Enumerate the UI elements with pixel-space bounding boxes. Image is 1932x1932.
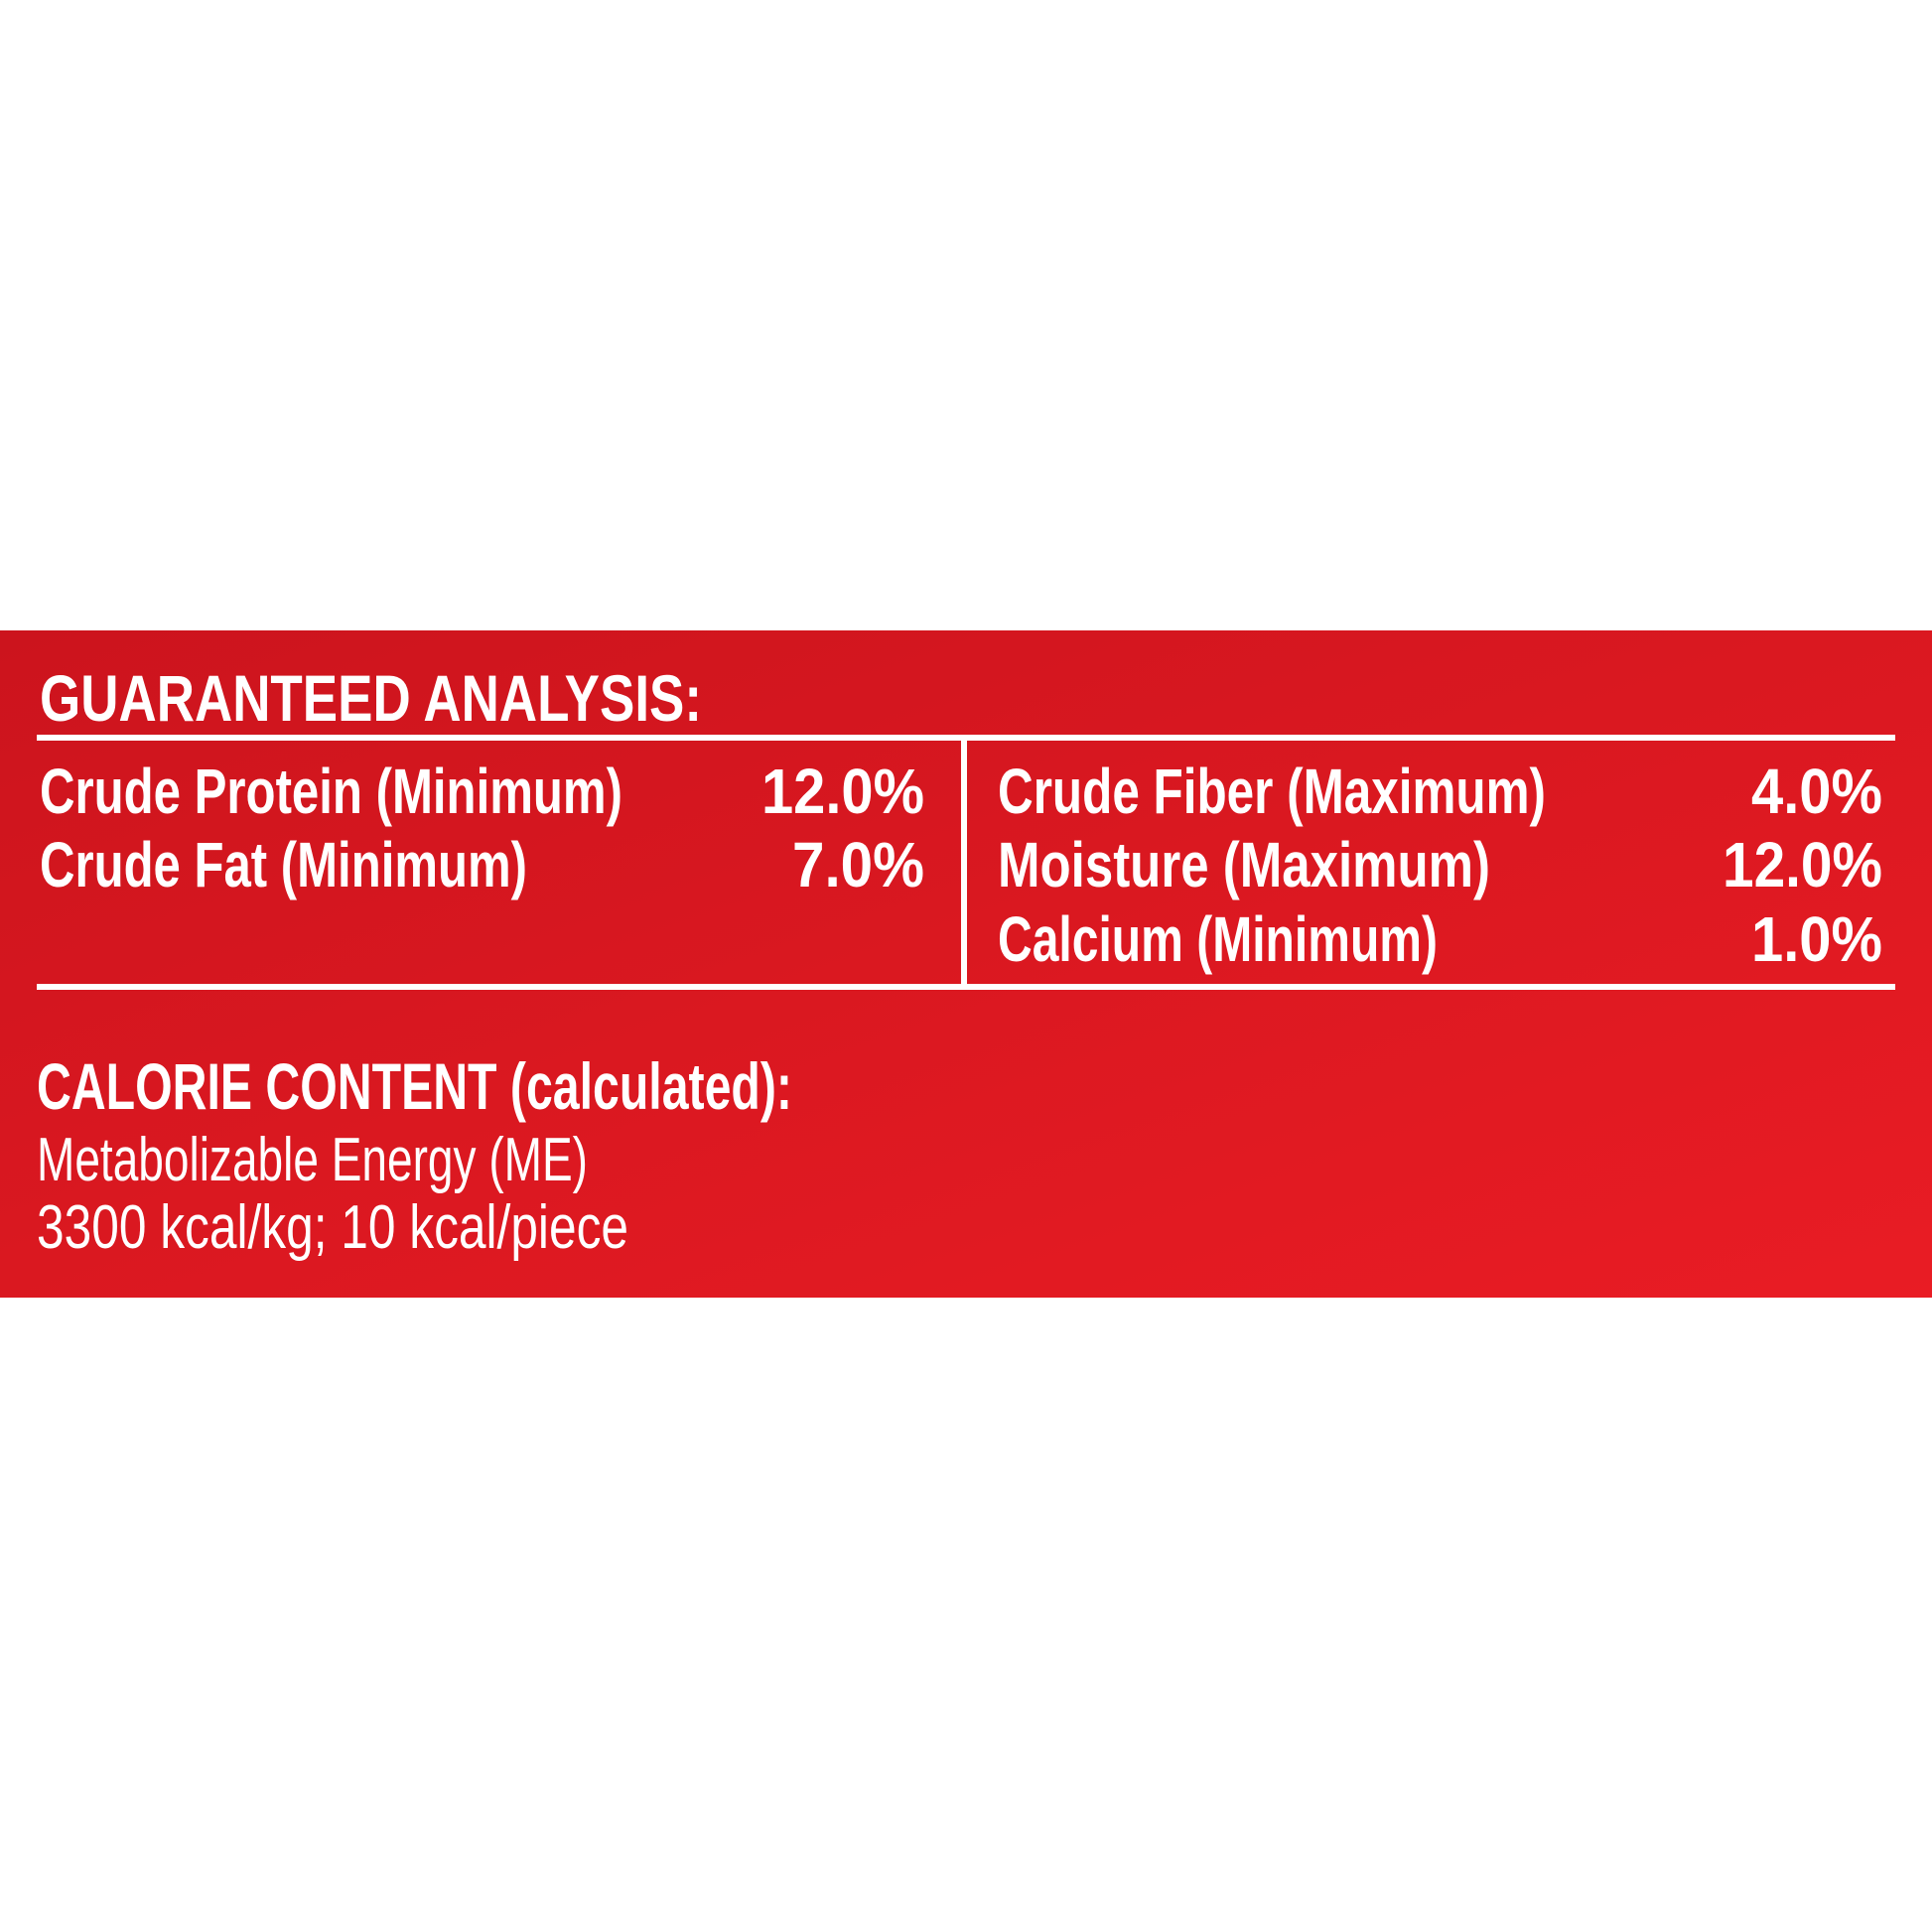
nutrient-label: Moisture (Maximum) [998, 829, 1490, 900]
calorie-line: Metabolizable Energy (ME) [37, 1126, 588, 1194]
nutrient-label: Crude Fiber (Maximum) [998, 756, 1546, 827]
section-title: CALORIE CONTENT (calculated): [37, 1049, 792, 1123]
nutrient-label: Crude Fat (Minimum) [40, 829, 527, 900]
nutrient-value: 1.0% [1751, 903, 1882, 975]
section-title: GUARANTEED ANALYSIS: [40, 661, 702, 735]
nutrient-label: Crude Protein (Minimum) [40, 756, 622, 827]
nutrient-value: 12.0% [761, 756, 924, 827]
nutrient-value: 12.0% [1723, 829, 1882, 900]
nutrient-value: 7.0% [792, 829, 924, 900]
nutrient-label: Calcium (Minimum) [998, 903, 1438, 975]
calorie-line: 3300 kcal/kg; 10 kcal/piece [37, 1193, 628, 1262]
nutrient-value: 4.0% [1751, 756, 1882, 827]
